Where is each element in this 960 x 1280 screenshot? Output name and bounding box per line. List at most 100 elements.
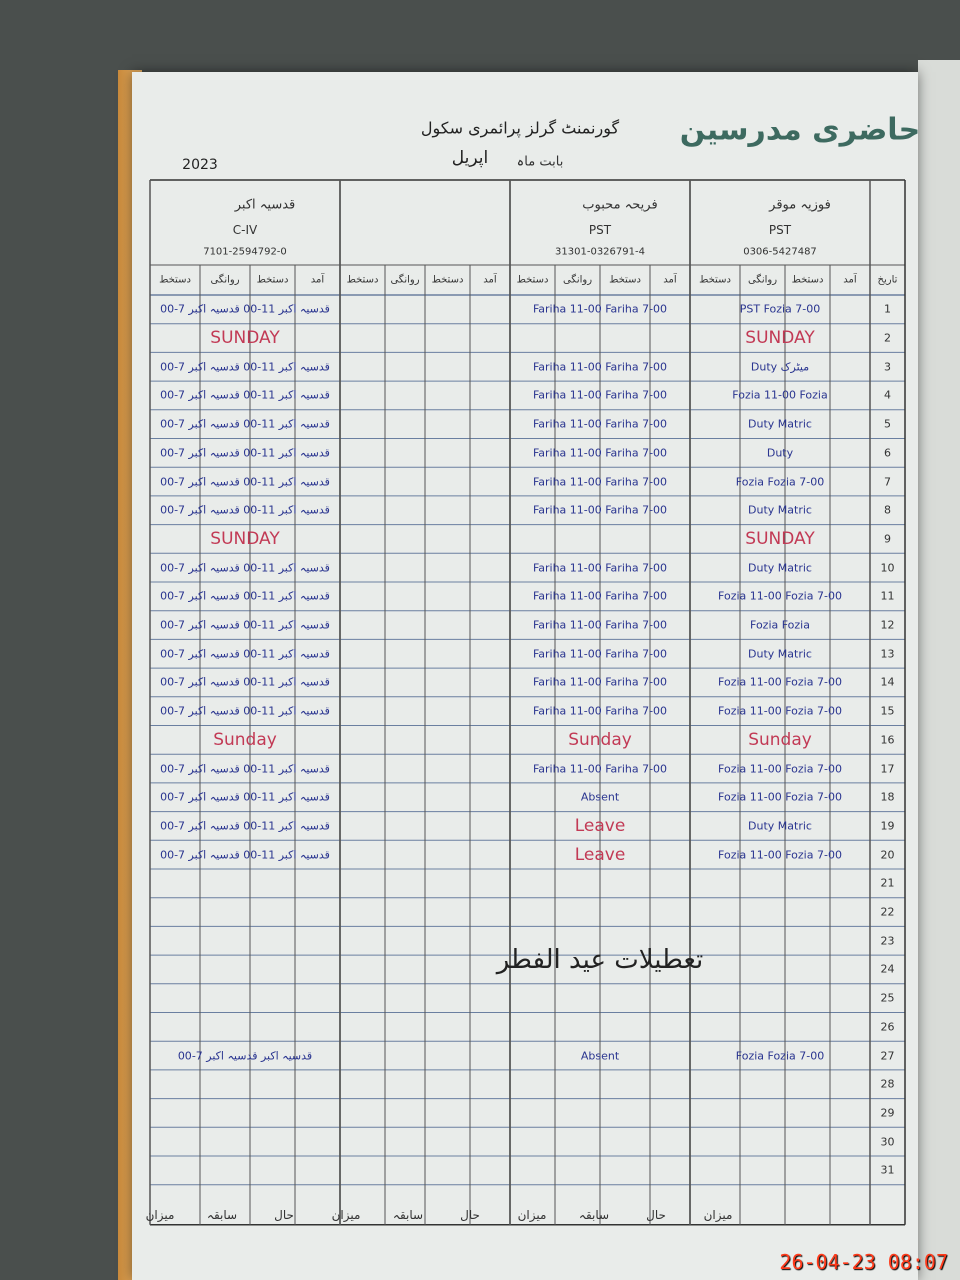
footer-label: حال: [460, 1208, 480, 1222]
column-header: دستخط: [346, 274, 379, 286]
date-number: 13: [880, 647, 895, 661]
footer-label: میزان: [145, 1208, 175, 1222]
attendance-entry: Duty: [766, 446, 794, 460]
month-label: بابت ماہ: [516, 154, 564, 170]
attendance-entry: Fariha 11-00 Fariha 7-00: [532, 388, 668, 402]
column-header: روانگی: [390, 274, 420, 286]
attendance-entry: Fariha 11-00 Fariha 7-00: [532, 704, 668, 718]
attendance-entry: Duty Matric: [748, 503, 812, 517]
attendance-entry: Absent: [580, 1049, 620, 1063]
attendance-entry: Leave: [574, 815, 626, 836]
attendance-entry: Fariha 11-00 Fariha 7-00: [532, 503, 668, 517]
register-title: حاضری مدرسین: [679, 112, 921, 148]
attendance-entry: Fariha 11-00 Fariha 7-00: [532, 675, 668, 689]
attendance-entry: قدسیہ اکبر 11-00 قدسیہ اکبر 7-00: [160, 589, 330, 603]
attendance-entry: Duty Matric: [748, 561, 812, 575]
attendance-entry: قدسیہ اکبر 11-00 قدسیہ اکبر 7-00: [160, 561, 330, 575]
attendance-entry: قدسیہ اکبر 11-00 قدسیہ اکبر 7-00: [160, 475, 330, 489]
attendance-entry: PST Fozia 7-00: [739, 302, 821, 316]
column-header: روانگی: [747, 274, 778, 286]
date-number: 6: [884, 446, 891, 460]
date-number: 22: [880, 905, 895, 919]
footer-label: میزان: [517, 1208, 547, 1222]
attendance-entry: Leave: [574, 844, 626, 865]
date-number: 23: [880, 934, 895, 948]
attendance-entry: Fozia 11-00 Fozia 7-00: [718, 762, 842, 776]
footer-label: سابقہ: [206, 1208, 238, 1222]
date-number: 29: [880, 1106, 895, 1120]
attendance-entry: SUNDAY: [210, 528, 280, 549]
footer-label: میزان: [703, 1208, 733, 1222]
attendance-entry: قدسیہ اکبر 11-00 قدسیہ اکبر 7-00: [160, 417, 330, 431]
attendance-entry: Fozia 11-00 Fozia 7-00: [718, 848, 842, 862]
column-header: آمد: [483, 274, 497, 286]
date-number: 27: [880, 1049, 895, 1063]
attendance-entry: قدسیہ اکبر 11-00 قدسیہ اکبر 7-00: [160, 388, 330, 402]
attendance-entry: Fozia Fozia: [750, 618, 810, 632]
footer-label: حال: [646, 1208, 666, 1222]
date-number: 21: [880, 876, 895, 890]
attendance-entry: قدسیہ اکبر 11-00 قدسیہ اکبر 7-00: [160, 848, 330, 862]
attendance-entry: Duty میٹرک: [750, 360, 810, 374]
attendance-entry: Sunday: [748, 729, 812, 750]
date-number: 19: [880, 819, 895, 833]
column-header: آمد: [663, 274, 677, 286]
school-name: گورنمنٹ گرلز پرائمری سکول: [420, 118, 620, 138]
date-number: 18: [880, 790, 895, 804]
footer-label: سابقہ: [392, 1208, 424, 1222]
teacher-phone: 0306-5427487: [743, 246, 817, 258]
column-header: روانگی: [562, 274, 593, 286]
date-number: 15: [880, 704, 895, 718]
column-header: آمد: [843, 274, 857, 286]
attendance-entry: قدسیہ اکبر 11-00 قدسیہ اکبر 7-00: [160, 360, 330, 374]
attendance-entry: Duty Matric: [748, 647, 812, 661]
year: 2023: [182, 157, 218, 173]
attendance-entry: قدسیہ اکبر 11-00 قدسیہ اکبر 7-00: [160, 790, 330, 804]
column-header: دستخط: [791, 274, 824, 286]
date-number: 31: [880, 1163, 895, 1177]
date-number: 25: [880, 991, 895, 1005]
teacher-phone: 7101-2594792-0: [203, 246, 287, 258]
date-number: 24: [880, 962, 895, 976]
date-number: 10: [880, 561, 895, 575]
teacher-designation: PST: [588, 223, 612, 237]
attendance-entry: Fozia 11-00 Fozia: [732, 388, 828, 402]
date-number: 8: [884, 503, 891, 517]
column-header: آمد: [310, 274, 325, 286]
date-number: 20: [880, 848, 895, 862]
facing-page: [918, 60, 960, 1280]
column-header: دستخط: [431, 274, 464, 286]
attendance-entry: Sunday: [568, 729, 632, 750]
date-number: 28: [880, 1077, 895, 1091]
date-header: تاریخ: [877, 274, 898, 286]
attendance-entry: قدسیہ اکبر 11-00 قدسیہ اکبر 7-00: [160, 302, 330, 316]
attendance-entry: SUNDAY: [210, 328, 280, 349]
date-number: 3: [884, 360, 891, 374]
attendance-entry: SUNDAY: [745, 328, 815, 349]
attendance-entry: Fozia Fozia 7-00: [735, 475, 825, 489]
date-number: 12: [880, 618, 895, 632]
attendance-entry: قدسیہ اکبر قدسیہ اکبر 7-00: [177, 1049, 313, 1063]
attendance-entry: Fariha 11-00 Fariha 7-00: [532, 360, 668, 374]
attendance-entry: Fariha 11-00 Fariha 7-00: [532, 589, 668, 603]
attendance-entry: قدسیہ اکبر 11-00 قدسیہ اکبر 7-00: [160, 503, 330, 517]
attendance-entry: قدسیہ اکبر 11-00 قدسیہ اکبر 7-00: [160, 704, 330, 718]
column-header: روانگی: [210, 274, 240, 286]
date-number: 1: [884, 302, 891, 316]
column-header: دستخط: [609, 274, 641, 286]
attendance-entry: Absent: [580, 790, 620, 804]
attendance-entry: Fariha 11-00 Fariha 7-00: [532, 762, 668, 776]
attendance-entry: Fariha 11-00 Fariha 7-00: [532, 417, 668, 431]
attendance-entry: Fariha 11-00 Fariha 7-00: [532, 561, 668, 575]
attendance-entry: قدسیہ اکبر 11-00 قدسیہ اکبر 7-00: [160, 647, 330, 661]
date-number: 11: [880, 589, 895, 603]
column-header: دستخط: [159, 274, 191, 286]
attendance-entry: Fariha 11-00 Fariha 7-00: [532, 446, 668, 460]
teacher-phone: 31301-0326791-4: [555, 246, 645, 258]
column-header: دستخط: [516, 274, 549, 286]
teacher-name: فریحہ محبوب: [582, 197, 658, 213]
date-number: 7: [884, 475, 891, 489]
teacher-designation: PST: [768, 223, 792, 237]
footer-label: سابقہ: [578, 1208, 610, 1222]
